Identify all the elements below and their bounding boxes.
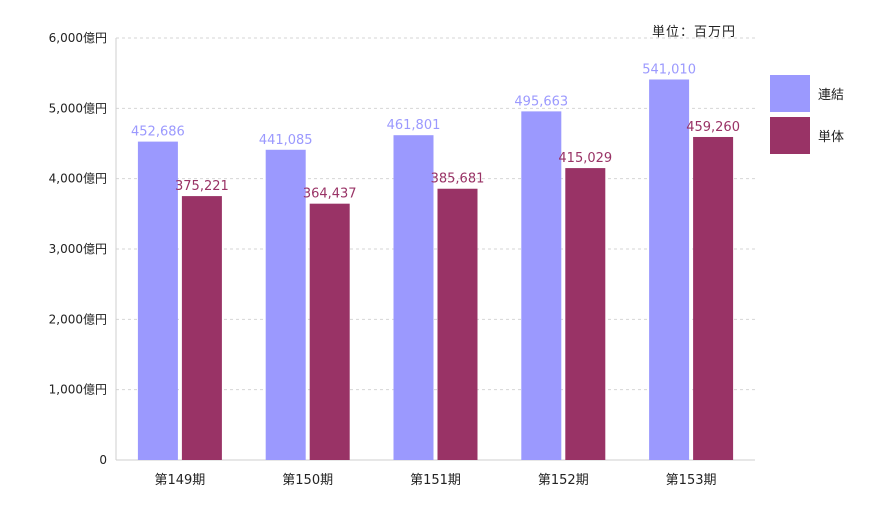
data-label-standalone: 385,681 [431, 172, 485, 187]
data-label-standalone: 415,029 [558, 151, 612, 166]
legend-swatch-consolidated [770, 74, 810, 112]
data-label-standalone: 364,437 [303, 187, 357, 202]
bar-standalone [309, 203, 350, 460]
x-tick-label: 第149期 [154, 473, 205, 488]
bar-standalone [565, 168, 606, 461]
bar-consolidated [521, 111, 562, 460]
legend-item-standalone: 単体 [770, 116, 844, 154]
y-tick-label: 3,000億円 [49, 242, 107, 256]
legend: 連結 単体 [770, 74, 844, 158]
data-label-standalone: 459,260 [686, 120, 740, 135]
unit-note: 単位：百万円 [652, 25, 737, 40]
legend-label-consolidated: 連結 [818, 87, 845, 103]
legend-label-standalone: 単体 [818, 129, 845, 145]
data-label-consolidated: 495,663 [514, 94, 568, 109]
y-tick-label: 4,000億円 [49, 172, 107, 186]
data-label-consolidated: 452,686 [131, 125, 185, 140]
y-tick-label: 6,000億円 [49, 31, 107, 45]
data-label-consolidated: 541,010 [642, 62, 696, 77]
legend-swatch-standalone [770, 116, 810, 154]
data-label-standalone: 375,221 [175, 179, 229, 194]
bar-standalone [693, 136, 734, 461]
bar-consolidated [265, 149, 306, 461]
x-tick-label: 第151期 [410, 473, 461, 488]
y-tick-label: 2,000億円 [49, 312, 107, 326]
y-tick-label: 5,000億円 [49, 101, 107, 115]
bar-standalone [181, 196, 222, 461]
y-tick-label: 1,000億円 [49, 383, 107, 397]
x-tick-label: 第152期 [538, 473, 589, 488]
x-tick-label: 第153期 [666, 473, 717, 488]
bar-consolidated [137, 141, 178, 460]
x-tick-label: 第150期 [282, 473, 333, 488]
data-label-consolidated: 461,801 [387, 118, 441, 133]
bar-consolidated [649, 79, 690, 461]
bar-standalone [437, 188, 478, 460]
y-tick-label: 0 [99, 453, 107, 467]
bar-consolidated [393, 135, 434, 461]
data-label-consolidated: 441,085 [259, 133, 313, 148]
legend-item-consolidated: 連結 [770, 74, 844, 112]
